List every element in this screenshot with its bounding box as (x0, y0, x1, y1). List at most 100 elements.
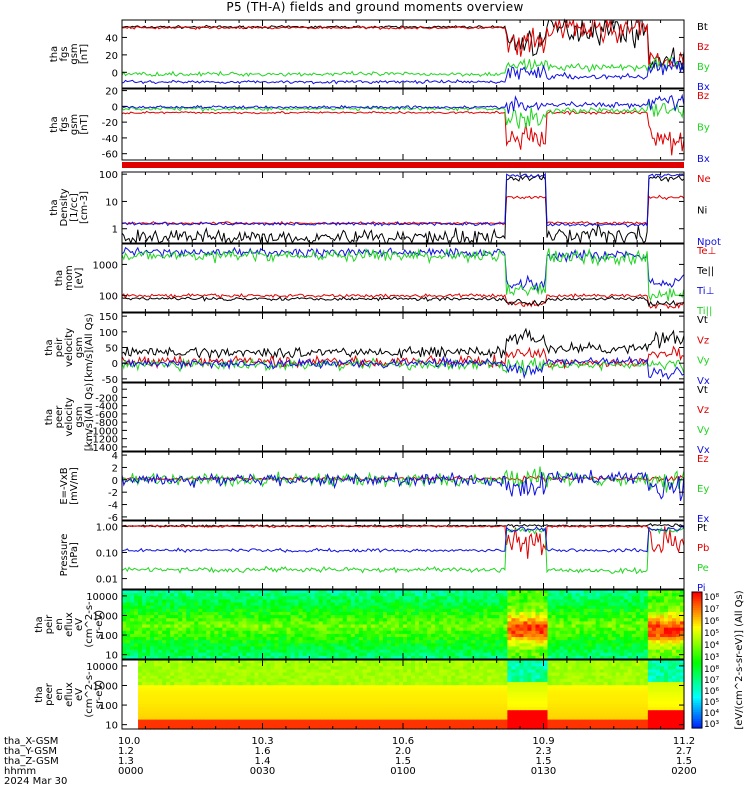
heatmap-cell (567, 608, 573, 613)
heatmap-cell (338, 688, 344, 692)
heatmap-cell (142, 663, 147, 667)
heatmap-cell (667, 627, 673, 632)
heatmap-cell (314, 655, 320, 660)
heatmap-cell (230, 722, 235, 727)
heatmap-cell (134, 681, 139, 686)
heatmap-cell (146, 640, 151, 644)
heatmap-cell (314, 640, 320, 644)
heatmap-cell (306, 608, 312, 613)
heatmap-cell (639, 652, 645, 657)
heatmap-cell (358, 646, 364, 651)
heatmap-cell (587, 646, 593, 651)
heatmap-cell (194, 611, 199, 616)
heatmap-cell (318, 660, 324, 664)
heatmap-cell (467, 611, 472, 616)
heatmap-cell (150, 599, 155, 604)
heatmap-cell (242, 602, 248, 607)
heatmap-cell (519, 618, 525, 622)
heatmap-cell (270, 669, 276, 674)
heatmap-cell (210, 694, 215, 699)
heatmap-cell (126, 691, 131, 696)
heatmap-cell (338, 691, 344, 696)
heatmap-cell (447, 630, 452, 635)
heatmap-cell (286, 621, 292, 626)
heatmap-cell (254, 621, 260, 626)
heatmap-cell (551, 643, 557, 648)
heatmap-cell (310, 678, 316, 683)
heatmap-cell (475, 630, 480, 635)
heatmap-cell (338, 719, 344, 724)
heatmap-cell (607, 640, 613, 644)
ylabel-line: mom (64, 265, 75, 291)
heatmap-cell (158, 593, 163, 597)
heatmap-cell (262, 621, 268, 626)
heatmap-cell (138, 599, 143, 604)
heatmap-cell (639, 637, 645, 641)
heatmap-cell (555, 605, 561, 610)
heatmap-cell (571, 605, 577, 610)
heatmap-cell (531, 630, 537, 635)
heatmap-cell (302, 605, 308, 610)
heatmap-cell (643, 652, 649, 657)
heatmap-cell (563, 637, 569, 641)
heatmap-cell (579, 624, 585, 629)
heatmap-cell (607, 655, 613, 660)
heatmap-cell (491, 596, 496, 601)
heatmap-cell (278, 596, 284, 601)
heatmap-cell (475, 655, 480, 660)
heatmap-cell (246, 652, 252, 657)
heatmap-cell (278, 646, 284, 651)
heatmap-cell (302, 655, 308, 660)
heatmap-cell (459, 608, 464, 613)
heatmap-cell (214, 719, 219, 724)
heatmap-cell (475, 624, 480, 629)
heatmap-cell (350, 640, 356, 644)
ylabel-line: E=-VxB (59, 467, 70, 504)
heatmap-cell (134, 719, 139, 724)
heatmap-cell (382, 599, 388, 604)
heatmap-cell (423, 599, 428, 604)
heatmap-cell (154, 713, 159, 718)
ytick-label: 20 (105, 51, 118, 62)
heatmap-cell (595, 602, 601, 607)
heatmap-cell (346, 611, 352, 616)
heatmap-cell (531, 652, 537, 657)
heatmap-cell (230, 627, 235, 632)
heatmap-cell (314, 624, 320, 629)
heatmap-cell (366, 602, 372, 607)
heatmap-cell (302, 624, 308, 629)
heatmap-cell (671, 608, 677, 613)
heatmap-cell (346, 608, 352, 613)
heatmap-cell (358, 611, 364, 616)
heatmap-cell (142, 652, 147, 657)
heatmap-cell (218, 685, 223, 689)
heatmap-cell (214, 722, 219, 727)
heatmap-cell (206, 700, 211, 705)
heatmap-cell (318, 646, 324, 651)
heatmap-cell (531, 593, 537, 597)
heatmap-cell (415, 608, 420, 613)
heatmap-cell (382, 608, 388, 613)
heatmap-cell (262, 660, 268, 664)
heatmap-cell (607, 618, 613, 622)
heatmap-cell (334, 707, 340, 711)
heatmap-cell (563, 646, 569, 651)
heatmap-cell (294, 637, 300, 641)
heatmap-cell (282, 611, 288, 616)
heatmap-cell (210, 593, 215, 597)
heatmap-cell (234, 615, 240, 619)
heatmap-cell (158, 602, 163, 607)
heatmap-cell (459, 605, 464, 610)
heatmap-cell (318, 663, 324, 667)
heatmap-cell (647, 621, 653, 626)
heatmap-cell (202, 593, 207, 597)
heatmap-cell (202, 643, 207, 648)
heatmap-cell (298, 694, 304, 699)
heatmap-cell (286, 681, 292, 686)
heatmap-cell (350, 596, 356, 601)
heatmap-cell (230, 719, 235, 724)
heatmap-cell (162, 691, 167, 696)
heatmap-cell (290, 675, 296, 680)
heatmap-cell (278, 688, 284, 692)
